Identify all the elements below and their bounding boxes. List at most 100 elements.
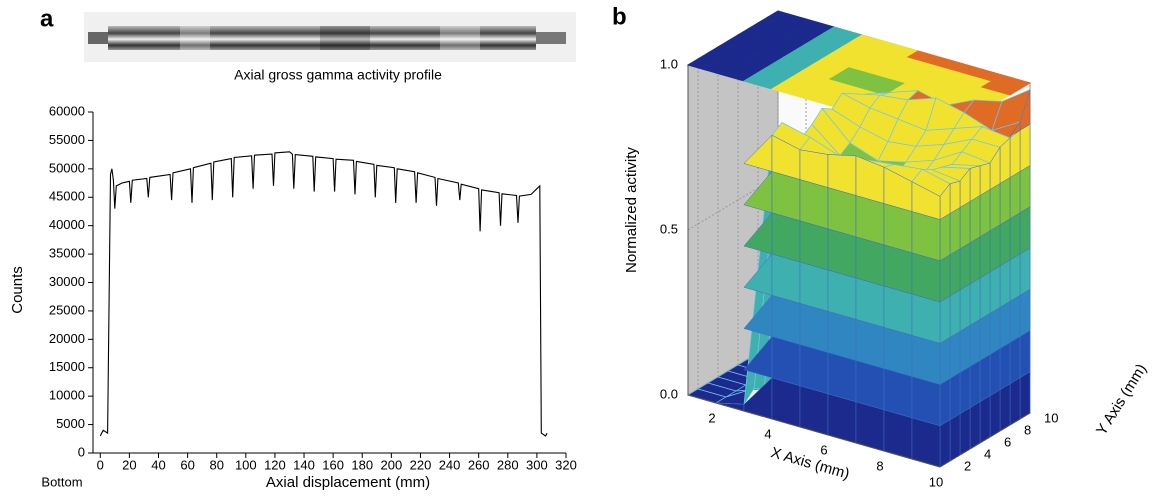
surface-side-band [771, 253, 801, 304]
x-tick-label: 6 [820, 442, 827, 457]
surface-side-band [939, 213, 951, 262]
y-tick-label: 25000 [49, 302, 85, 317]
y-tick-label: 4 [984, 446, 991, 461]
z-tick-label: 0.5 [660, 221, 678, 236]
surface-side-band [989, 389, 1001, 438]
x-tick-label: 2 [708, 410, 715, 425]
x-tick-label: 100 [235, 457, 257, 472]
surface-side-band [1009, 212, 1021, 261]
surface-side-band [989, 348, 1001, 397]
surface-side-band [911, 252, 941, 303]
x-axis-label: Axial displacement (mm) [266, 474, 430, 491]
surface-side-band [999, 300, 1011, 349]
surface-side-band [771, 212, 801, 263]
rod-end-cap [88, 32, 108, 44]
surface-side-band [949, 413, 961, 462]
surface-side-band [939, 254, 951, 303]
x-tick-label: 140 [293, 457, 315, 472]
surface-side-band [1019, 371, 1031, 420]
surface-side-band [911, 334, 941, 385]
rod-shade [320, 26, 370, 50]
data-line [99, 151, 548, 437]
y-tick-label: 6 [1004, 434, 1011, 449]
surface-side-band [989, 183, 1001, 232]
rod-highlight [440, 26, 480, 50]
rod-highlight [180, 26, 210, 50]
y-tick-label: 5000 [56, 416, 85, 431]
surface-side-band [1009, 129, 1021, 178]
y-tick-label: 50000 [49, 160, 85, 175]
y-tick-label: 60000 [49, 103, 85, 118]
x-tick-label: 220 [410, 457, 432, 472]
surface-side-band [959, 407, 971, 456]
surface-side-band [1009, 121, 1021, 137]
x-tick-label: 10 [929, 474, 943, 489]
surface-side-band [883, 409, 913, 460]
surface-side-band [1009, 294, 1021, 343]
surface-side-band [1009, 253, 1021, 302]
x-tick-label: 60 [180, 457, 194, 472]
surface-side-band [939, 419, 951, 468]
surface-side-band [949, 372, 961, 421]
surface-side-band [979, 189, 991, 238]
x-tick-label: 20 [122, 457, 136, 472]
surface-side-band [1019, 288, 1031, 337]
surface-side-band [979, 395, 991, 444]
x-tick-label: 8 [876, 458, 883, 473]
surface-side-band [799, 261, 829, 312]
surface-side-band [771, 294, 801, 345]
surface-side-band [949, 207, 961, 256]
surface-side-band [999, 383, 1011, 432]
box-edge [687, 394, 941, 468]
top-projection-cell [990, 74, 1032, 90]
surface-side-band [799, 220, 829, 271]
surface-side-band [827, 187, 857, 238]
surface-side-band [949, 289, 961, 338]
x-tick-label: 0 [97, 457, 104, 472]
surface-side-band [799, 302, 829, 353]
surface-side-band [771, 377, 801, 428]
surface-side-band [959, 242, 971, 291]
y-tick-label: 10 [1044, 410, 1058, 425]
x-tick-label: 80 [209, 457, 223, 472]
y-tick-label: 10000 [49, 388, 85, 403]
surface-side-band [1009, 377, 1021, 426]
z-tick-label: 1.0 [660, 56, 678, 71]
x-tick-label: 260 [468, 457, 490, 472]
surface-side-band [1009, 336, 1021, 385]
x-tick-label: 180 [351, 457, 373, 472]
x-tick-label: 320 [555, 457, 577, 472]
chart-title: Axial gross gamma activity profile [234, 67, 442, 83]
x-tick-label: 4 [764, 426, 771, 441]
surface-side-band [827, 269, 857, 320]
annotation: Bottom [41, 474, 82, 489]
surface-side-band [959, 201, 971, 250]
y-axis-label: Y Axis (mm) [1093, 361, 1150, 438]
surface-side-band [883, 244, 913, 295]
surface-side-band [771, 171, 801, 222]
y-tick-label: 0 [78, 444, 85, 459]
y-axis-label: Counts [9, 266, 26, 314]
surface-side-band [949, 330, 961, 379]
x-tick-label: 160 [322, 457, 344, 472]
z-tick-label: 0.0 [660, 386, 678, 401]
surface-side-band [989, 306, 1001, 355]
surface-side-band [969, 165, 981, 202]
surface-side-band [883, 368, 913, 419]
surface-side-band [911, 417, 941, 468]
surface-side-band [855, 195, 885, 246]
surface-side-band [1009, 171, 1021, 220]
y-tick-label: 8 [1024, 422, 1031, 437]
surface-side-band [1019, 165, 1031, 214]
surface-side-band [969, 318, 981, 367]
surface-side-band [827, 393, 857, 444]
surface-side-band [979, 354, 991, 403]
x-tick-label: 300 [526, 457, 548, 472]
surface-side-band [959, 324, 971, 373]
surface-side-band [979, 230, 991, 279]
left-grid-line [687, 175, 779, 231]
panel-label: b [612, 3, 627, 30]
surface-side-band [1019, 123, 1031, 172]
y-tick-label: 35000 [49, 246, 85, 261]
